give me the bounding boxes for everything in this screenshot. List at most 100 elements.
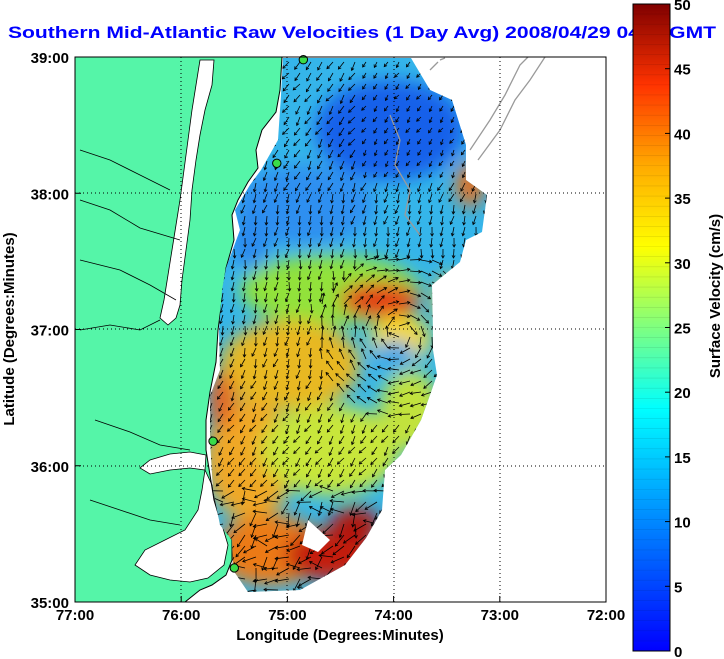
velocity-vector [375,204,378,214]
y-tick-label: 35:00 [31,595,69,612]
velocity-vector-head [263,188,268,193]
velocity-vector [221,490,235,499]
velocity-vector [231,270,235,280]
velocity-vector [263,336,268,346]
velocity-vector [282,61,290,69]
velocity-vector-head [284,298,289,303]
velocity-vector [272,556,279,571]
velocity-vector [406,61,411,68]
velocity-vector [253,523,268,528]
velocity-vector [307,314,312,324]
velocity-vector [264,281,268,291]
velocity-vector-head [373,163,377,167]
velocity-vector [423,380,433,389]
station-marker [298,55,309,65]
velocity-vector [319,248,323,258]
velocity-vector [250,391,257,400]
velocity-vector-head [343,303,348,308]
velocity-vector-head [340,325,345,330]
velocity-vector-head [346,394,351,399]
velocity-vector [373,237,378,247]
velocity-vector [409,325,418,335]
velocity-vector-head [304,428,308,432]
velocity-vector [354,326,357,338]
velocity-vector [294,61,301,70]
velocity-vector [253,314,257,324]
velocity-vector [354,263,364,272]
velocity-vector-head [381,338,385,343]
velocity-vector-head [365,411,369,416]
velocity-vector-head [396,199,400,204]
velocity-vector-head [230,276,235,281]
velocity-vector-head [340,419,344,424]
velocity-vector [405,83,411,89]
velocity-vector [292,556,301,570]
velocity-vector [243,347,246,358]
velocity-vector-head [399,361,404,365]
velocity-vector-head [242,559,246,563]
velocity-vector-head [406,300,411,305]
velocity-vector [293,578,301,592]
velocity-vector-head [350,336,355,341]
velocity-vector [325,94,334,102]
velocity-vector [387,308,398,316]
velocity-vector-head [353,255,358,259]
velocity-vector [263,468,268,478]
velocity-vector-head [305,451,309,455]
velocity-vector [431,259,443,265]
velocity-vector [393,424,400,433]
velocity-vector [410,413,422,419]
velocity-vector [295,182,301,191]
velocity-vector-head [384,86,388,90]
velocity-vector-head [318,347,323,352]
velocity-vector-head [238,461,243,466]
velocity-vector-head [251,210,256,215]
velocity-vector-head [410,382,414,387]
velocity-vector-head [285,353,290,358]
velocity-vector-head [383,63,388,68]
velocity-vector [385,94,389,101]
velocity-vector [252,402,257,412]
velocity-vector-head [406,96,410,101]
velocity-vector-head [350,221,354,225]
velocity-vector [274,182,279,192]
velocity-vector [282,457,290,465]
velocity-vector [384,204,389,214]
velocity-vector [294,501,301,516]
velocity-vector [321,325,324,338]
velocity-vector [365,315,371,327]
velocity-vector [254,303,257,313]
velocity-vector [428,182,433,192]
velocity-vector-head [263,587,267,592]
velocity-vector [376,257,388,261]
colorbar-tick-label: 25 [674,321,691,338]
velocity-vector-head [251,353,255,357]
velocity-vector-head [317,111,322,115]
velocity-vector [250,380,257,389]
velocity-vector [357,384,367,393]
velocity-vector [405,127,411,133]
velocity-vector [253,369,257,379]
velocity-vector [281,72,290,80]
velocity-vector-head [273,232,278,237]
velocity-vector [309,292,312,302]
velocity-vector [262,358,268,368]
velocity-vector [373,61,378,68]
velocity-vector-head [418,280,422,285]
velocity-vector [385,248,389,258]
velocity-vector-head [428,199,432,204]
velocity-vector [353,523,367,532]
velocity-vector-head [439,265,444,270]
velocity-vector [398,290,410,294]
velocity-vector-head [360,440,364,444]
velocity-vector [337,149,345,157]
velocity-vector-head [370,428,375,433]
velocity-vector [263,380,268,390]
velocity-vector-head [230,331,235,336]
velocity-vector-head [309,550,314,554]
velocity-vector-head [282,450,286,455]
velocity-vector [451,226,455,236]
velocity-vector-head [385,268,389,272]
velocity-vector [374,138,378,145]
velocity-vector [450,105,455,112]
